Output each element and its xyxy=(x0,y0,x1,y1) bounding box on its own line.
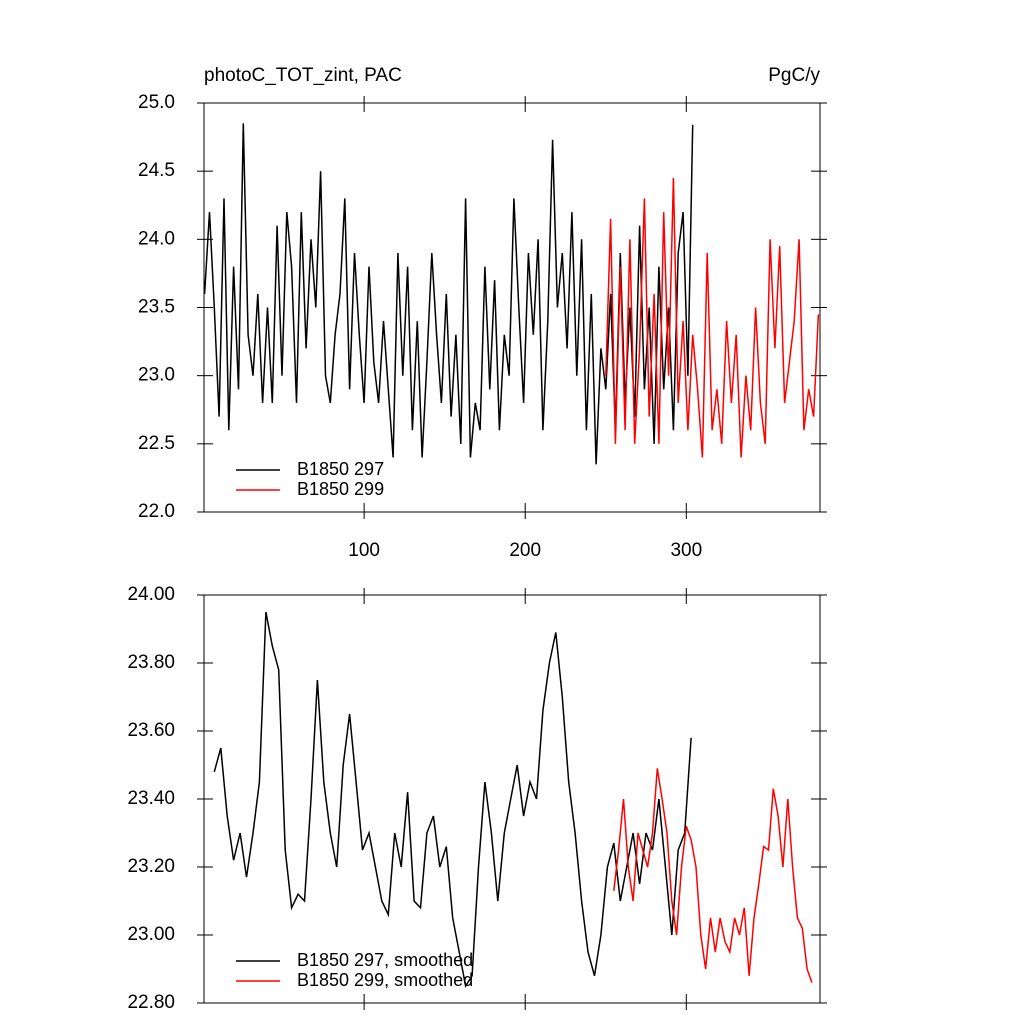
y-tick-label: 23.60 xyxy=(127,720,175,741)
series-line xyxy=(213,611,692,989)
y-tick-label: 22.0 xyxy=(138,501,175,522)
y-tick-label: 25.0 xyxy=(138,92,175,113)
plot-frame xyxy=(203,594,821,1004)
y-tick-label: 22.5 xyxy=(138,433,175,454)
x-tick-label: 300 xyxy=(670,540,702,561)
y-tick-label: 24.00 xyxy=(127,584,175,605)
y-tick-label: 23.20 xyxy=(127,856,175,877)
y-tick-label: 23.00 xyxy=(127,924,175,945)
plot-frame xyxy=(203,102,821,513)
y-tick-label: 23.0 xyxy=(138,365,175,386)
y-tick-label: 23.80 xyxy=(127,652,175,673)
y-tick-label: 24.5 xyxy=(138,160,175,181)
y-tick-label: 23.40 xyxy=(127,788,175,809)
legend-label: B1850 299 xyxy=(297,479,384,499)
x-tick-label: 200 xyxy=(509,540,541,561)
series-line xyxy=(613,768,813,983)
legend-label: B1850 297 xyxy=(297,459,384,479)
y-tick-label: 23.5 xyxy=(138,297,175,318)
y-tick-label: 22.80 xyxy=(127,992,175,1013)
legend-label: B1850 299, smoothed xyxy=(297,970,473,990)
plot-area xyxy=(204,123,820,465)
plot-area xyxy=(213,611,813,989)
units-label: PgC/y xyxy=(768,65,820,86)
x-tick-label: 100 xyxy=(348,540,380,561)
chart-title: photoC_TOT_zint, PAC xyxy=(204,65,402,86)
series-line xyxy=(204,123,694,465)
legend-label: B1850 297, smoothed xyxy=(297,950,473,970)
series-line xyxy=(605,177,820,458)
y-tick-label: 24.0 xyxy=(138,228,175,249)
